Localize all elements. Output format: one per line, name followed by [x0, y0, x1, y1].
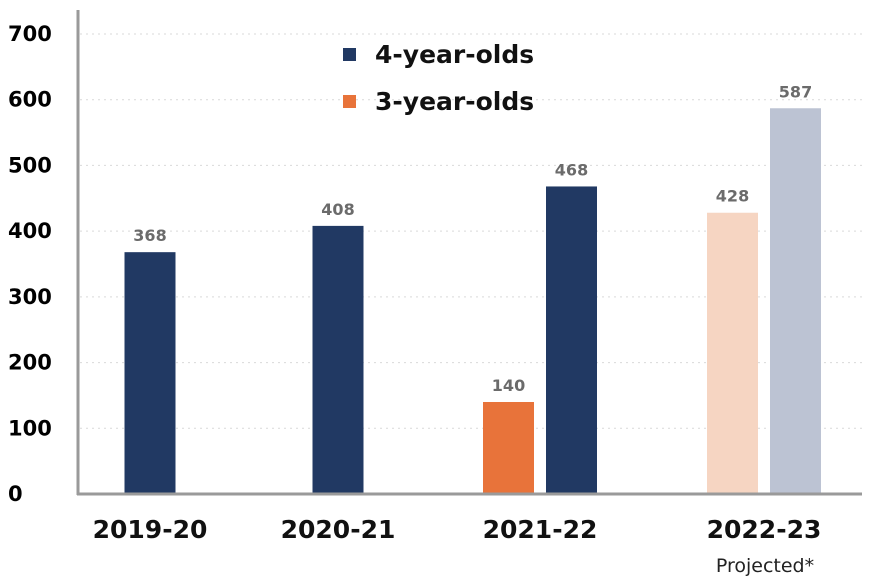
bar [770, 108, 821, 493]
data-label: 368 [133, 226, 166, 245]
y-tick-label: 600 [8, 88, 52, 112]
bar [707, 212, 758, 493]
data-label: 408 [321, 200, 354, 219]
y-tick-label: 400 [8, 219, 52, 243]
data-label: 587 [779, 82, 812, 101]
y-tick-label: 0 [8, 482, 23, 506]
legend-label: 4-year-olds [375, 40, 534, 69]
y-tick-labels: 0 100 200 300 400 500 600 700 [8, 22, 52, 506]
bars [124, 108, 821, 493]
axes [76, 10, 862, 496]
bar [546, 186, 597, 493]
legend-label: 3-year-olds [375, 87, 534, 116]
y-tick-label: 700 [8, 22, 52, 46]
legend-swatch [343, 95, 356, 108]
y-tick-label: 500 [8, 153, 52, 177]
data-label: 140 [492, 376, 525, 395]
x-tick-label: 2019-20 [93, 515, 208, 544]
bar [124, 252, 176, 493]
category-labels: 2019-20 2020-21 2021-22 2022-23 Projected* [93, 515, 822, 577]
x-tick-label: 2022-23 [707, 515, 822, 544]
data-label: 468 [555, 160, 588, 179]
category-note: Projected* [716, 555, 814, 577]
legend: 4-year-olds 3-year-olds [343, 40, 534, 116]
x-tick-label: 2021-22 [483, 515, 598, 544]
y-tick-label: 300 [8, 285, 52, 309]
y-tick-label: 200 [8, 351, 52, 375]
x-tick-label: 2020-21 [281, 515, 396, 544]
grid-lines [80, 33, 862, 429]
data-labels: 368 408 140 468 428 587 [133, 82, 812, 395]
bar [312, 225, 364, 493]
legend-swatch [343, 48, 356, 61]
bar [483, 402, 534, 493]
y-tick-label: 100 [8, 416, 52, 440]
data-label: 428 [716, 187, 749, 206]
